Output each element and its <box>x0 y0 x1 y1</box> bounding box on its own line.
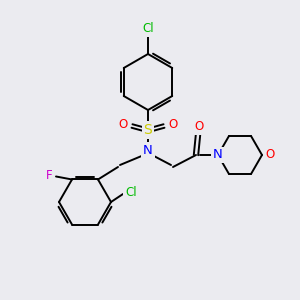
Text: Cl: Cl <box>142 22 154 35</box>
Text: N: N <box>143 143 153 157</box>
Text: O: O <box>168 118 178 131</box>
Text: O: O <box>266 148 274 161</box>
Text: F: F <box>46 169 52 182</box>
Text: O: O <box>118 118 127 131</box>
Text: S: S <box>144 123 152 137</box>
Text: Cl: Cl <box>125 185 137 199</box>
Text: O: O <box>194 121 204 134</box>
Text: N: N <box>213 148 223 161</box>
